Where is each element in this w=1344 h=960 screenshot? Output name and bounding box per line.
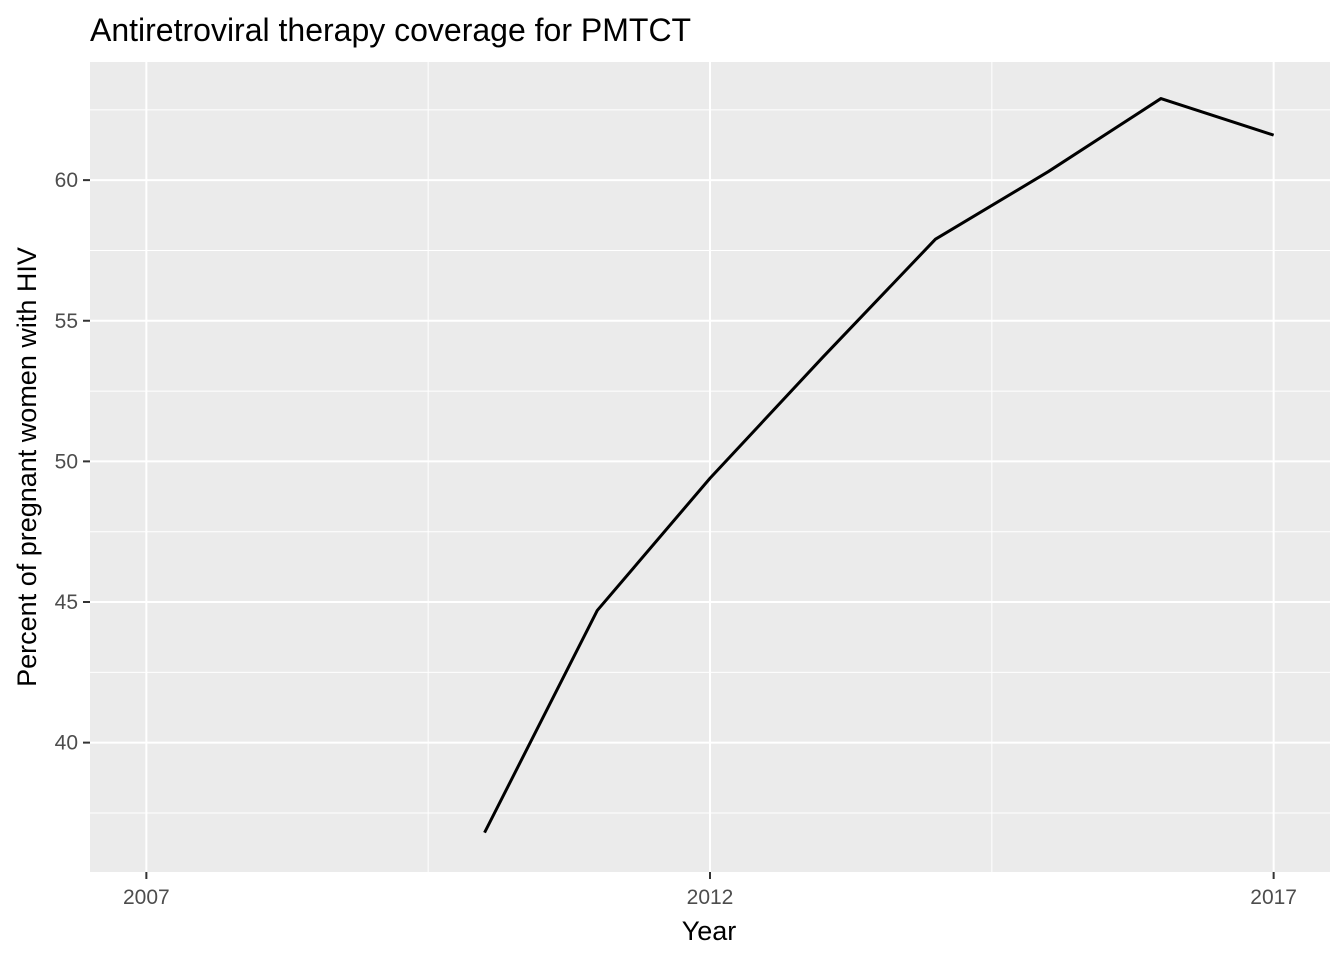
y-tick-label: 50 <box>55 450 78 473</box>
chart-title: Antiretroviral therapy coverage for PMTC… <box>90 12 691 48</box>
x-axis-title: Year <box>682 916 737 946</box>
y-tick-label: 45 <box>55 591 78 614</box>
y-axis-title: Percent of pregnant women with HIV <box>12 247 42 687</box>
y-tick-label: 60 <box>55 169 78 192</box>
series-line <box>483 97 1275 834</box>
x-tick-label: 2017 <box>1250 886 1297 909</box>
series-layer <box>483 97 1275 834</box>
x-tick-label: 2012 <box>687 886 734 909</box>
major-gridlines <box>90 62 1330 872</box>
y-tick-label: 40 <box>55 732 78 755</box>
y-axis: 40 45 50 55 60 <box>55 169 90 755</box>
x-axis: 2007 2012 2017 <box>123 872 1297 909</box>
x-tick-label: 2007 <box>123 886 170 909</box>
y-tick-label: 55 <box>55 310 78 333</box>
